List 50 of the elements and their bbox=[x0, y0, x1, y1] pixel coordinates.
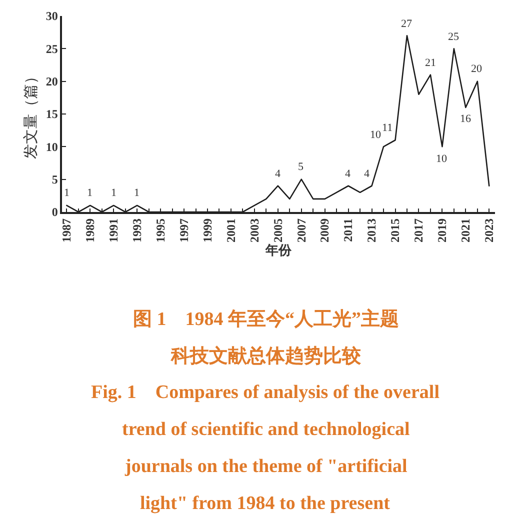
y-tick-label: 25 bbox=[46, 42, 58, 56]
x-tick-label: 1999 bbox=[200, 218, 214, 243]
data-label: 1 bbox=[134, 187, 140, 199]
x-tick-label: 1997 bbox=[176, 218, 191, 243]
data-label: 25 bbox=[448, 31, 460, 43]
data-label: 16 bbox=[460, 113, 472, 125]
y-tick-label: 0 bbox=[52, 205, 58, 220]
x-tick-label: 2017 bbox=[412, 218, 426, 243]
text: 科技文献总体趋势比较 bbox=[170, 345, 362, 367]
data-label: 4 bbox=[275, 168, 281, 180]
data-label: 1 bbox=[111, 187, 116, 199]
x-tick-label: 2019 bbox=[435, 218, 450, 243]
y-tick-label: 10 bbox=[46, 140, 58, 154]
y-axis-title: 发文量（篇） bbox=[22, 69, 40, 159]
data-label: 10 bbox=[436, 153, 448, 165]
x-tick-label: 1991 bbox=[106, 218, 121, 243]
caption: 图 1 1984 年至今“人工光”主题 bbox=[133, 308, 399, 330]
x-tick-label: 2009 bbox=[318, 218, 332, 243]
data-label: 27 bbox=[401, 18, 412, 30]
x-axis-title: 年份 bbox=[264, 242, 292, 258]
data-label: 10 bbox=[370, 129, 382, 141]
y-tick-label: 20 bbox=[46, 74, 58, 89]
text: light" from 1984 to the present bbox=[140, 493, 391, 514]
data-label: 4 bbox=[364, 168, 370, 180]
data-label: 20 bbox=[471, 63, 482, 75]
y-tick-label: 5 bbox=[52, 172, 58, 187]
data-label: 5 bbox=[298, 161, 304, 173]
data-label: 1 bbox=[87, 187, 92, 199]
x-tick-label: 1993 bbox=[130, 218, 144, 243]
x-tick-label: 2003 bbox=[247, 218, 262, 243]
data-label: 1 bbox=[64, 187, 70, 199]
x-tick-label: 2013 bbox=[364, 218, 379, 243]
x-tick-label: 2015 bbox=[388, 218, 402, 243]
x-tick-label: 1995 bbox=[153, 218, 168, 243]
x-tick-label: 1987 bbox=[60, 218, 74, 243]
x-tick-label: 2005 bbox=[270, 218, 285, 243]
x-tick-label: 2021 bbox=[458, 218, 473, 243]
x-tick-label: 2011 bbox=[341, 218, 356, 242]
x-tick-label: 2001 bbox=[224, 218, 238, 243]
y-tick-label: 15 bbox=[46, 107, 58, 122]
data-label: 21 bbox=[425, 57, 436, 69]
x-tick-label: 2023 bbox=[482, 218, 496, 243]
caption: Fig. 1 Compares of analysis of the overall bbox=[91, 382, 440, 403]
text: trend of scientific and technological bbox=[122, 419, 410, 440]
x-tick-label: 1989 bbox=[83, 218, 98, 243]
data-label: 4 bbox=[345, 168, 351, 180]
y-tick-label: 30 bbox=[46, 9, 58, 24]
text: journals on the theme of "artificial bbox=[124, 456, 408, 477]
data-label: 11 bbox=[382, 122, 393, 134]
x-tick-label: 2007 bbox=[294, 218, 308, 243]
